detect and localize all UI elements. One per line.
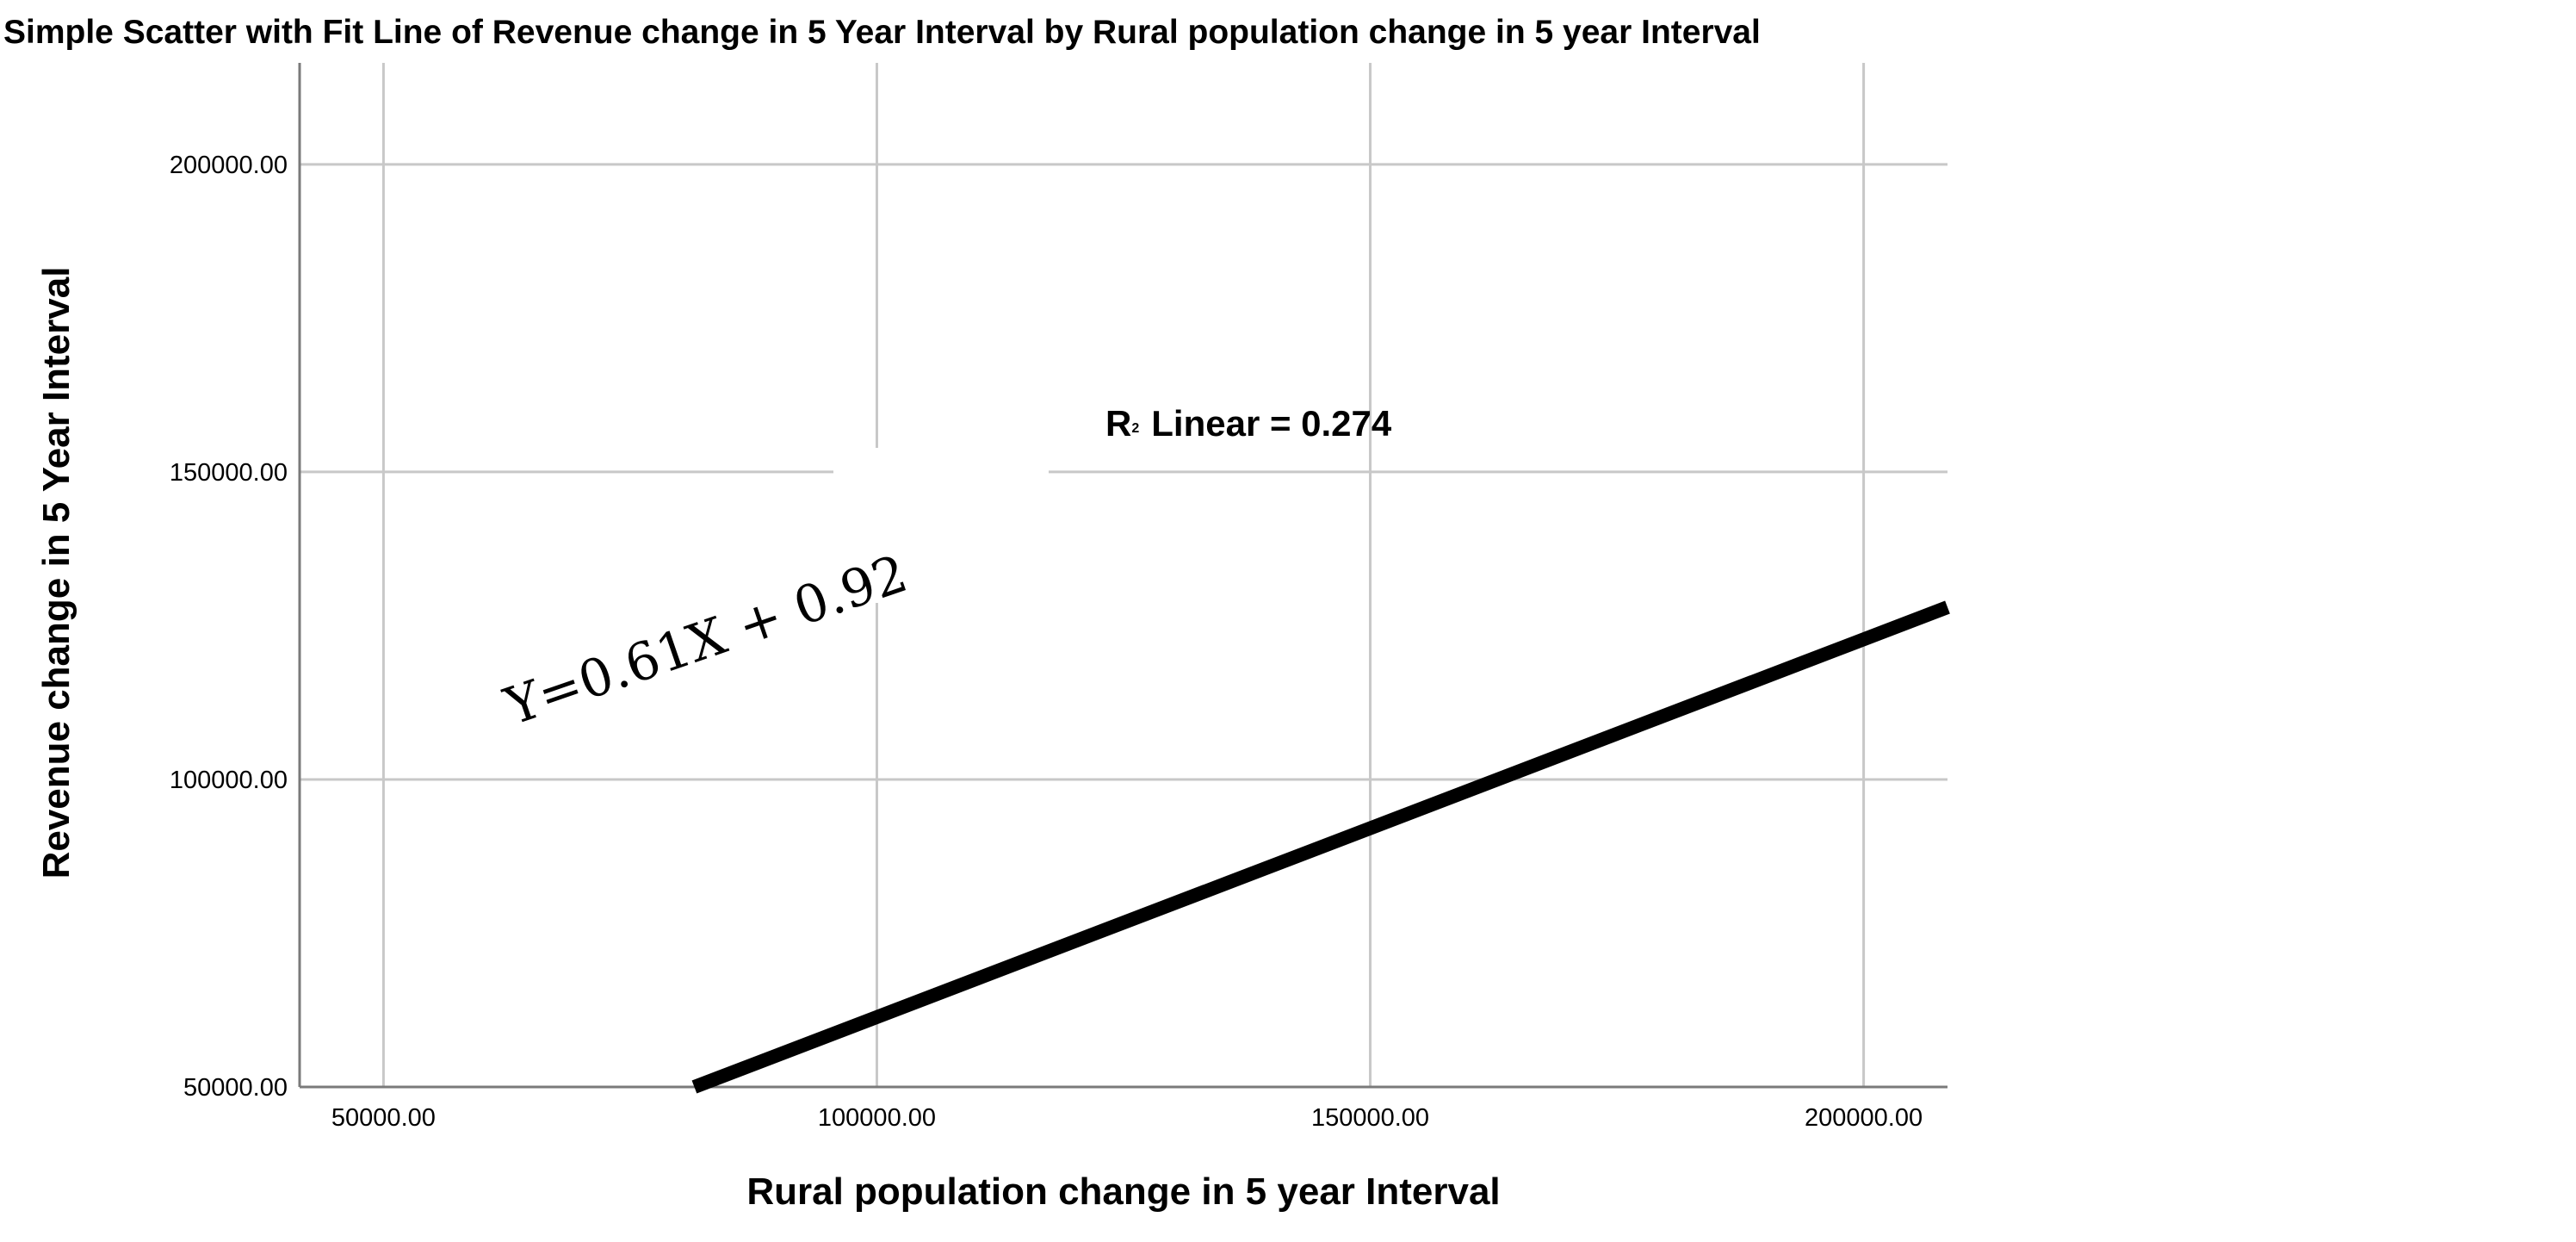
r2-superscript: 2 [1131,421,1139,436]
x-axis-label: Rural population change in 5 year Interv… [746,1171,1500,1213]
chart-title: Simple Scatter with Fit Line of Revenue … [3,14,1761,51]
x-tick-label: 150000.00 [1311,1104,1429,1132]
r2-letter: R [1105,403,1131,444]
y-tick-label: 100000.00 [170,767,288,794]
y-tick-label: 150000.00 [170,459,288,487]
y-axis-label: Revenue change in 5 Year Interval [35,267,77,879]
fit-line [691,600,1950,1094]
fit-equation: Y=0.61X + 0.92 [497,543,914,737]
x-tick-label: 50000.00 [331,1104,436,1132]
x-tick-label: 200000.00 [1805,1104,1923,1132]
x-tick-label: 100000.00 [818,1104,936,1132]
x-tick-labels: 50000.00 100000.00 150000.00 200000.00 [331,1104,1923,1132]
y-gridlines [300,163,1947,781]
equation-backdrop [833,448,1049,603]
y-tick-labels: 50000.00 100000.00 150000.00 200000.00 [170,152,288,1102]
r2-label: R2 Linear = 0.274 [1105,403,1392,444]
y-tick-label: 200000.00 [170,152,288,179]
x-gridlines [381,63,1866,1087]
r2-value: Linear = 0.274 [1151,403,1392,444]
y-tick-label: 50000.00 [183,1074,288,1102]
